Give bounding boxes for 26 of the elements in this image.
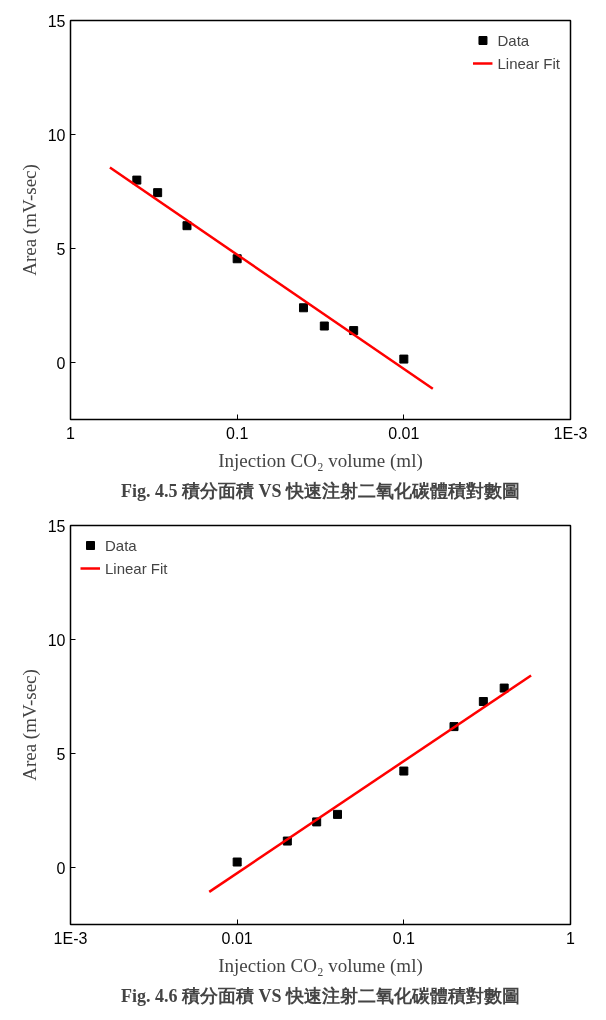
x-tick-label: 1 (566, 929, 576, 947)
y-tick-label: 10 (47, 126, 66, 144)
x-axis-title: Injection CO₂ volume (ml) (218, 449, 423, 472)
y-axis-title: Area (mV-sec) (18, 164, 41, 276)
y-tick-label: 5 (56, 240, 66, 258)
x-tick-label: 0.01 (388, 424, 420, 442)
caption: Fig. 4.5 積分面積 VS 快速注射二氧化碳體積對數圖 (121, 480, 521, 501)
x-tick-label: 0.1 (392, 929, 416, 947)
legend-label: Linear Fit (105, 559, 168, 577)
y-tick-label: 5 (56, 745, 66, 763)
y-tick-label: 15 (47, 12, 66, 30)
x-tick-label: 1E-3 (553, 424, 588, 442)
y-axis-title: Area (mV-sec) (18, 669, 41, 781)
legend-label: Data (497, 31, 530, 49)
x-axis-title: Injection CO₂ volume (ml) (218, 954, 423, 977)
y-tick-label: 0 (56, 354, 66, 372)
y-tick-label: 15 (47, 517, 66, 535)
y-tick-label: 0 (56, 859, 66, 877)
legend-label: Data (105, 536, 137, 554)
x-tick-label: 0.1 (226, 424, 249, 442)
legend-label: Linear Fit (497, 54, 560, 72)
y-tick-label: 10 (47, 631, 66, 649)
x-tick-label: 0.01 (221, 929, 253, 947)
x-tick-label: 1E-3 (53, 929, 88, 947)
x-tick-label: 1 (66, 424, 76, 442)
caption: Fig. 4.6 積分面積 VS 快速注射二氧化碳體積對數圖 (121, 985, 521, 1006)
